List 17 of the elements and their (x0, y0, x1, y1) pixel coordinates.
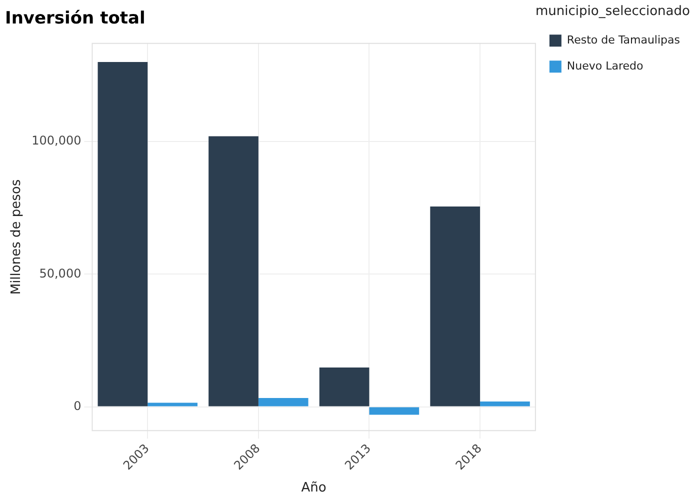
bar (480, 401, 530, 406)
bar (148, 402, 198, 406)
bar (208, 136, 258, 406)
y-axis-title: Millones de pesos (9, 179, 24, 295)
chart-title: Inversión total (5, 8, 146, 29)
y-tick-label: 0 (74, 398, 82, 413)
legend-label: Resto de Tamaulipas (566, 33, 680, 46)
bar (319, 368, 370, 406)
y-tick-label: 100,000 (32, 134, 82, 148)
bar (98, 62, 148, 406)
y-tick-label: 50,000 (39, 266, 82, 280)
bar (369, 407, 420, 415)
legend-label: Nuevo Laredo (566, 59, 644, 72)
legend-title: municipio_seleccionado (535, 4, 690, 19)
bar (258, 398, 308, 406)
bar (430, 206, 480, 406)
x-axis-title: Año (301, 480, 326, 496)
